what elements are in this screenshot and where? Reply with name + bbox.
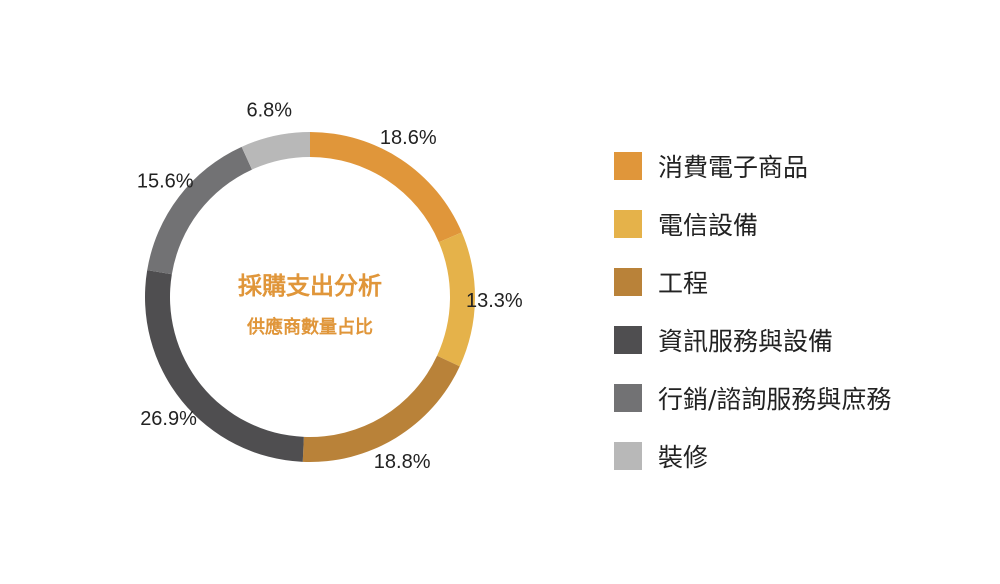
legend-swatch [614, 268, 642, 296]
legend-label: 消費電子商品 [658, 153, 809, 182]
chart-title: 採購支出分析 [238, 272, 382, 300]
donut-slice-5 [147, 146, 252, 275]
donut-slice-1 [310, 132, 462, 243]
value-label-slice-5: 15.6% [137, 170, 194, 192]
legend-item: 消費電子商品 [614, 146, 994, 204]
value-label-slice-4: 26.9% [140, 408, 197, 430]
legend-item: 工程 [614, 262, 994, 320]
donut-slice-3 [302, 355, 460, 462]
donut-slice-6 [241, 132, 310, 170]
legend-swatch [614, 210, 642, 238]
legend-label: 電信設備 [658, 211, 759, 240]
donut-slice-4 [145, 270, 304, 462]
legend-label: 工程 [658, 269, 709, 298]
legend-item: 裝修 [614, 436, 994, 494]
value-label-slice-6: 6.8% [246, 99, 292, 121]
legend-label: 資訊服務與設備 [658, 327, 834, 356]
legend-label: 行銷/諮詢服務與庶務 [658, 385, 892, 414]
legend-swatch [614, 442, 642, 470]
legend-swatch [614, 152, 642, 180]
legend-item: 電信設備 [614, 204, 994, 262]
value-label-slice-2: 13.3% [466, 290, 523, 312]
legend-swatch [614, 326, 642, 354]
legend-item: 資訊服務與設備 [614, 320, 994, 378]
legend-label: 裝修 [658, 443, 709, 472]
legend-swatch [614, 384, 642, 412]
value-label-slice-3: 18.8% [374, 451, 431, 473]
donut-slices [145, 132, 475, 462]
slice-value-labels: 18.6% 13.3% 18.8% 26.9% 15.6% 6.8% [137, 99, 523, 473]
chart-legend: 消費電子商品 電信設備工程資訊服務與設備行銷/諮詢服務與庶務 裝修 [614, 146, 994, 494]
donut-slice-2 [437, 232, 475, 367]
value-label-slice-1: 18.6% [380, 127, 437, 149]
chart-subtitle: 供應商數量占比 [246, 316, 373, 338]
legend-item: 行銷/諮詢服務與庶務 [614, 378, 994, 436]
